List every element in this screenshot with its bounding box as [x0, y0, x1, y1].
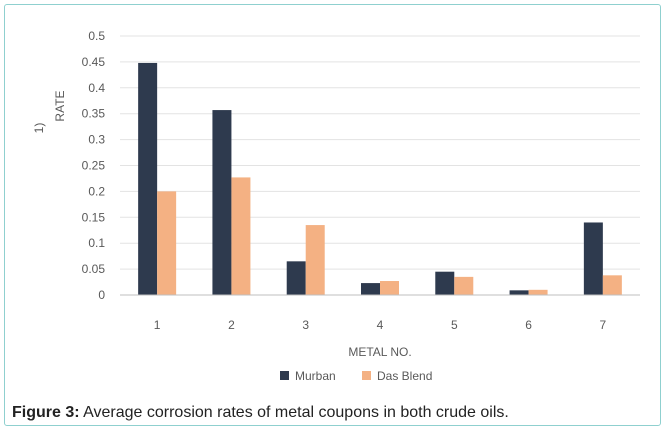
y-tick-label: 0.3: [88, 133, 105, 147]
y-tick-label: 0.05: [82, 262, 106, 276]
y-tick-label: 0.5: [88, 29, 105, 43]
y-tick-label: 0.4: [88, 81, 105, 95]
bar-das-blend: [157, 191, 177, 295]
x-tick-label: 6: [525, 318, 532, 332]
y-tick-label: 0.25: [82, 159, 106, 173]
y-axis-ticks: 0 0.05 0.1 0.15 0.2 0.25 0.3 0.35 0.4 0.45 0.5: [82, 29, 106, 302]
y-tick-label: 0.15: [82, 210, 106, 224]
bar-das-blend: [380, 281, 399, 295]
bar-murban: [509, 290, 529, 295]
figure-caption-text: Average corrosion rates of metal coupons…: [79, 404, 509, 421]
y-tick-label: 0: [98, 288, 105, 302]
legend-label: Das Blend: [377, 369, 432, 383]
bar-das-blend: [454, 276, 474, 295]
x-tick-label: 7: [600, 318, 607, 332]
bar-murban: [583, 222, 603, 295]
legend-label: Murban: [295, 369, 336, 383]
figure-label: Figure 3:: [12, 404, 80, 421]
gridlines: [120, 35, 640, 270]
bar-das-blend: [528, 289, 548, 295]
figure-caption: Figure 3: Average corrosion rates of met…: [12, 404, 509, 422]
x-tick-label: 5: [451, 318, 458, 332]
bar-das-blend: [231, 177, 251, 295]
bar-murban: [286, 261, 306, 295]
legend-swatch: [280, 371, 289, 380]
y-tick-label: 0.35: [82, 107, 106, 121]
x-tick-label: 1: [154, 318, 161, 332]
x-axis-label: METAL NO.: [348, 345, 411, 359]
bars: [138, 62, 622, 295]
x-tick-label: 2: [228, 318, 235, 332]
x-tick-label: 3: [302, 318, 309, 332]
legend: Murban Das Blend: [280, 369, 432, 383]
bar-das-blend: [305, 225, 325, 295]
figure-frame: [4, 4, 661, 426]
y-tick-label: 0.1: [88, 236, 105, 250]
bar-murban: [435, 271, 455, 295]
x-axis-ticks: 1 2 3 4 5 6 7: [154, 318, 607, 332]
bar-murban: [138, 62, 158, 295]
bar-murban: [361, 283, 380, 295]
bar-murban: [212, 110, 232, 295]
y-tick-label: 0.45: [82, 55, 106, 69]
bar-chart: 0 0.05 0.1 0.15 0.2 0.25 0.3 0.35 0.4 0.45 0.5 1 2 3…: [32, 29, 640, 383]
y-axis-prefix: 1): [32, 123, 46, 134]
bar-das-blend: [602, 275, 622, 295]
legend-swatch: [362, 371, 371, 380]
x-tick-label: 4: [377, 318, 384, 332]
y-tick-label: 0.2: [88, 184, 105, 198]
y-axis-label: RATE: [53, 90, 67, 121]
